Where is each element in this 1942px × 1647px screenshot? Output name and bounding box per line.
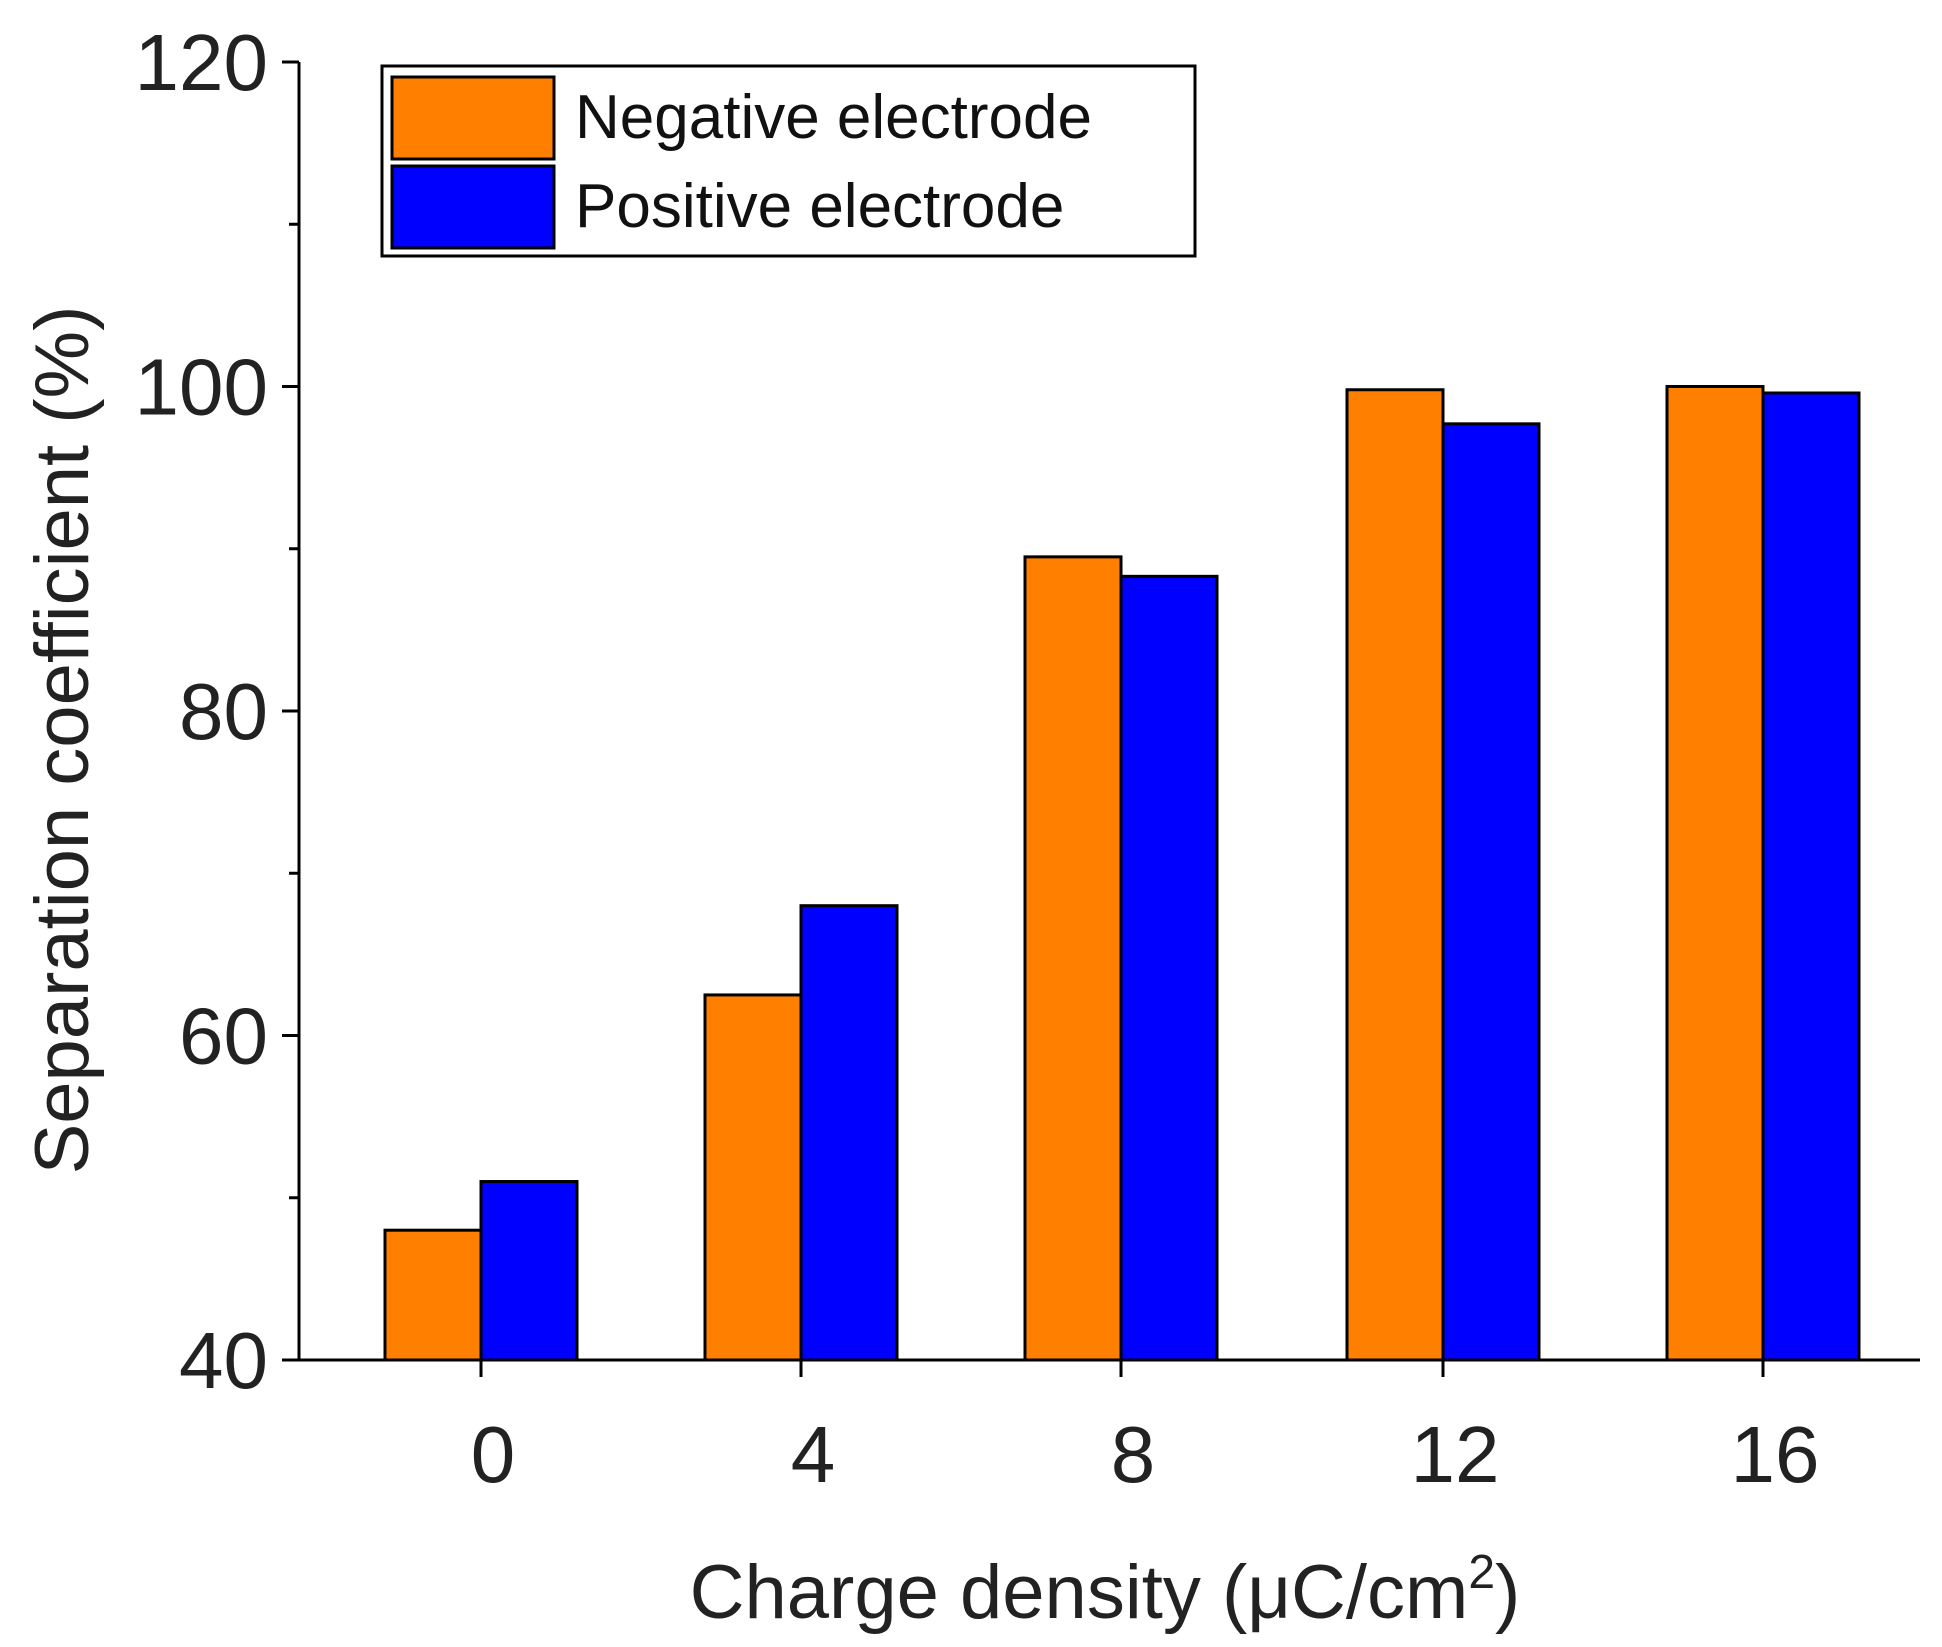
bar-positive-0 xyxy=(479,1180,579,1362)
legend-swatch-positive xyxy=(390,164,556,250)
x-tick-label: 4 xyxy=(791,1410,836,1499)
bar-negative-8 xyxy=(1023,555,1123,1362)
legend-label-negative: Negative electrode xyxy=(575,83,1092,152)
bar-negative-4 xyxy=(703,993,803,1362)
y-tick-label: 100 xyxy=(135,343,268,432)
bar-negative-12 xyxy=(1345,388,1445,1362)
x-tick-label: 0 xyxy=(471,1410,516,1499)
y-tick-label: 80 xyxy=(179,667,268,756)
legend: Negative electrode Positive electrode xyxy=(380,64,1197,258)
bar-positive-4 xyxy=(799,904,899,1362)
legend-swatch-negative xyxy=(390,75,556,161)
x-axis-title-sup: 2 xyxy=(1468,1546,1495,1599)
bar-positive-16 xyxy=(1761,391,1861,1362)
x-ticks-group: 0 4 8 12 16 xyxy=(471,1360,1820,1499)
y-tick-label: 60 xyxy=(179,992,268,1081)
y-tick-label: 40 xyxy=(179,1316,268,1405)
bars-group xyxy=(383,385,1861,1362)
bar-positive-8 xyxy=(1119,574,1219,1362)
x-tick-label: 8 xyxy=(1111,1410,1156,1499)
legend-label-positive: Positive electrode xyxy=(575,172,1064,241)
x-axis-title-end: ) xyxy=(1495,1550,1520,1635)
x-tick-label: 12 xyxy=(1411,1410,1500,1499)
y-tick-label: 120 xyxy=(135,18,268,107)
bar-negative-16 xyxy=(1665,385,1765,1362)
y-axis-title: Separation coefficient (%) xyxy=(20,306,105,1175)
y-ticks-group: 40 60 80 100 120 xyxy=(135,18,299,1405)
x-axis-title-main: Charge density (μC/cm xyxy=(690,1550,1469,1635)
x-axis-title: Charge density (μC/cm2) xyxy=(690,1546,1521,1635)
x-tick-label: 16 xyxy=(1731,1410,1820,1499)
bar-negative-0 xyxy=(383,1228,483,1362)
bar-positive-12 xyxy=(1441,422,1541,1362)
